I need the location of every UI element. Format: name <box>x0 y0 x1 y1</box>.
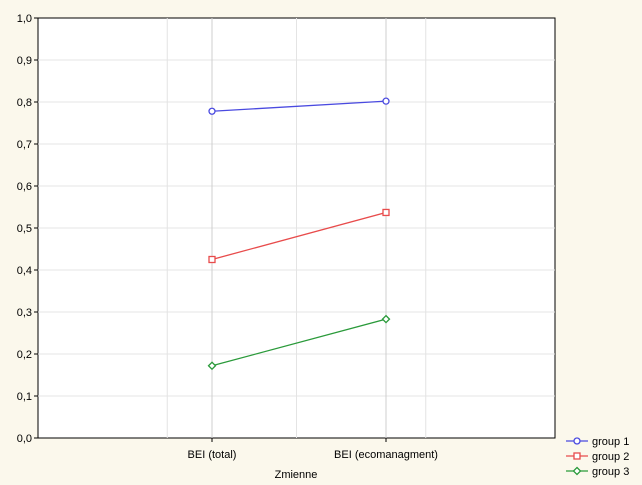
y-tick-label: 0,8 <box>17 97 32 109</box>
series-group-2 <box>208 208 390 264</box>
legend-label: group 1 <box>592 436 629 448</box>
x-tick-label: BEI (total) <box>188 449 237 461</box>
series-group-3 <box>207 314 391 371</box>
data-point <box>382 208 390 217</box>
legend-swatch-marker <box>573 437 581 445</box>
x-axis-ticks: BEI (total) BEI (ecomanagment) <box>188 438 438 461</box>
legend-item: group 2 <box>566 451 629 463</box>
y-tick-label: 0,2 <box>17 349 32 361</box>
series-line <box>211 100 387 112</box>
data-point <box>381 314 391 324</box>
data-point <box>208 107 216 115</box>
legend-label: group 2 <box>592 451 629 463</box>
series-line <box>211 211 387 261</box>
legend-label: group 3 <box>592 466 629 478</box>
y-tick-label: 0,6 <box>17 181 32 193</box>
y-tick-label: 0,5 <box>17 223 32 235</box>
data-point <box>207 361 217 371</box>
legend: group 1 group 2 group 3 <box>566 436 629 478</box>
legend-item: group 1 <box>566 436 629 448</box>
legend-swatch-marker <box>572 466 582 476</box>
x-tick-label: BEI (ecomanagment) <box>334 449 438 461</box>
x-axis-label: Zmienne <box>275 469 318 481</box>
y-tick-label: 0,0 <box>17 433 32 445</box>
gridlines <box>38 18 555 438</box>
y-tick-label: 0,4 <box>17 265 32 277</box>
series-layer <box>207 97 391 371</box>
legend-item: group 3 <box>566 466 629 478</box>
series-line <box>211 318 387 367</box>
y-tick-label: 0,7 <box>17 139 32 151</box>
y-tick-label: 0,3 <box>17 307 32 319</box>
y-axis-ticks: 0,0 0,1 0,2 0,3 0,4 0,5 0,6 0,7 0,8 0,9 1,0 <box>17 13 38 445</box>
y-tick-label: 1,0 <box>17 13 32 25</box>
y-tick-label: 0,1 <box>17 391 32 403</box>
data-point <box>208 255 216 264</box>
series-group-1 <box>208 97 390 115</box>
y-tick-label: 0,9 <box>17 55 32 67</box>
legend-swatch-marker <box>573 452 581 460</box>
data-point <box>382 97 390 105</box>
